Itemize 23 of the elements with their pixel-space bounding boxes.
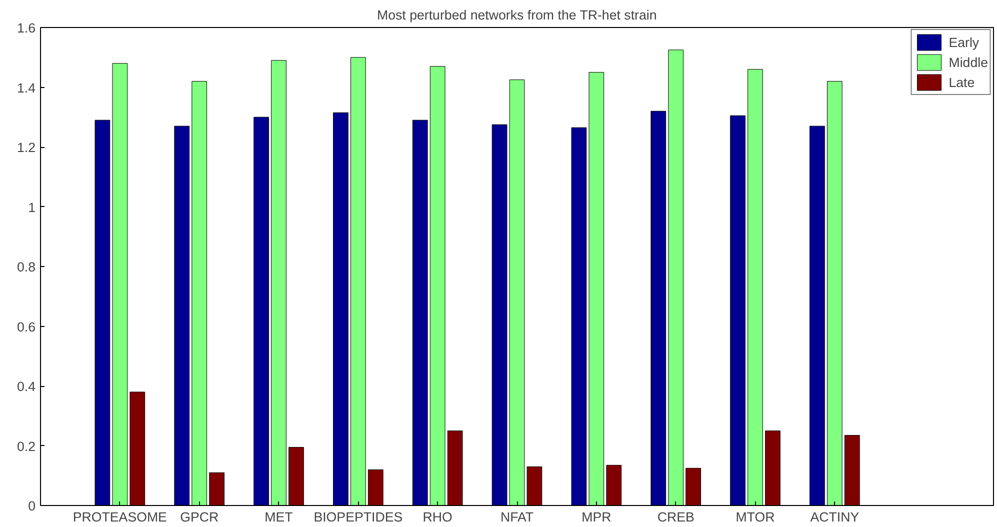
y-tick-label: 0 [28,498,36,514]
y-tick-label: 1.6 [16,20,36,36]
legend-label: Early [948,34,980,50]
x-tick-label: MET [264,510,293,524]
chart-title: Most perturbed networks from the TR-het strain [377,8,657,22]
x-tick-label: NFAT [500,510,534,524]
x-tick-label: GPCR [180,510,219,524]
y-tick-label: 0.2 [16,438,36,454]
y-tick-label: 1.2 [16,140,36,155]
x-tick-label: RHO [422,510,452,524]
y-tick-label: 0.6 [16,319,36,334]
x-tick-label: CREB [657,510,694,524]
x-tick-label: MTOR [736,510,775,524]
x-tick-label: MPR [582,510,612,524]
legend-label: Late [948,74,975,90]
legend-label: Middle [948,54,988,70]
y-tick-label: 0.8 [16,260,36,274]
y-tick-label: 1 [28,200,36,215]
y-tick-label: 0.4 [16,379,36,394]
x-tick-label: PROTEASOME [72,510,168,524]
x-tick-label: ACTINY [810,510,860,524]
y-tick-label: 1.4 [16,80,36,96]
x-tick-label: BIOPEPTIDES [314,510,403,524]
